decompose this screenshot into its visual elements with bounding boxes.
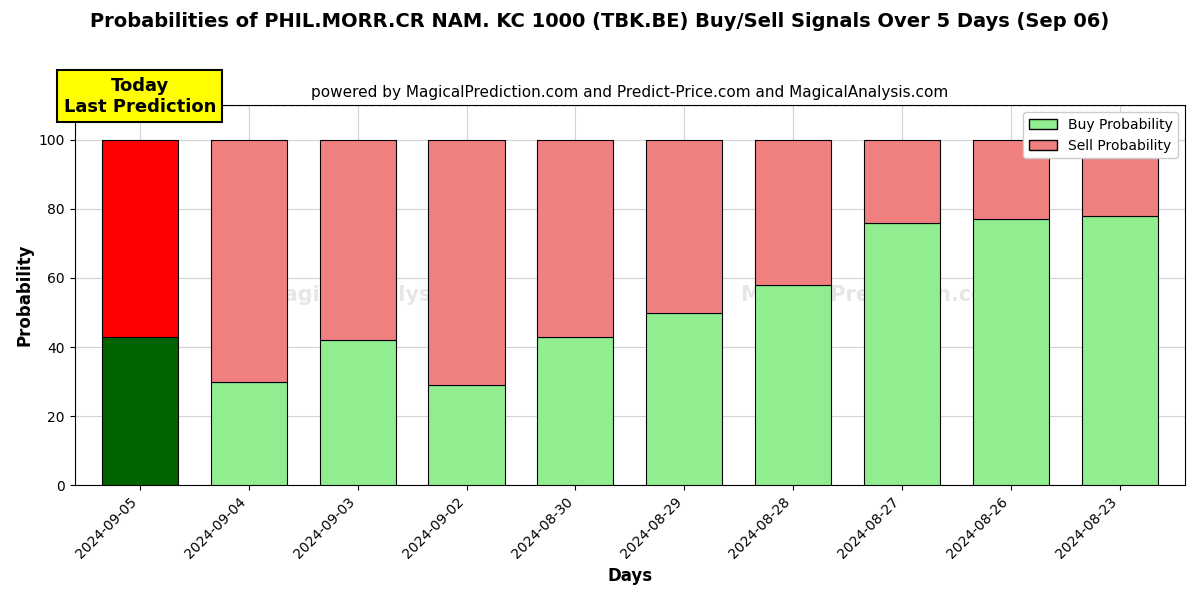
- Legend: Buy Probability, Sell Probability: Buy Probability, Sell Probability: [1024, 112, 1178, 158]
- Bar: [973, 140, 1049, 219]
- Bar: [538, 337, 613, 485]
- Bar: [755, 140, 832, 285]
- X-axis label: Days: Days: [607, 567, 653, 585]
- Bar: [319, 340, 396, 485]
- Bar: [755, 285, 832, 485]
- Bar: [211, 382, 287, 485]
- Bar: [538, 140, 613, 337]
- Text: Probabilities of PHIL.MORR.CR NAM. KC 1000 (TBK.BE) Buy/Sell Signals Over 5 Days: Probabilities of PHIL.MORR.CR NAM. KC 10…: [90, 12, 1110, 31]
- Bar: [102, 337, 178, 485]
- Bar: [1081, 216, 1158, 485]
- Bar: [211, 140, 287, 382]
- Text: MagicalAnalysis.com: MagicalAnalysis.com: [263, 285, 508, 305]
- Bar: [1081, 140, 1158, 216]
- Title: powered by MagicalPrediction.com and Predict-Price.com and MagicalAnalysis.com: powered by MagicalPrediction.com and Pre…: [311, 85, 948, 100]
- Y-axis label: Probability: Probability: [16, 244, 34, 346]
- Bar: [319, 140, 396, 340]
- Bar: [428, 140, 505, 385]
- Bar: [973, 219, 1049, 485]
- Text: Today
Last Prediction: Today Last Prediction: [64, 77, 216, 116]
- Bar: [646, 140, 722, 313]
- Bar: [864, 140, 940, 223]
- Bar: [102, 140, 178, 337]
- Bar: [646, 313, 722, 485]
- Bar: [864, 223, 940, 485]
- Text: MagicalPrediction.com: MagicalPrediction.com: [740, 285, 1008, 305]
- Bar: [428, 385, 505, 485]
